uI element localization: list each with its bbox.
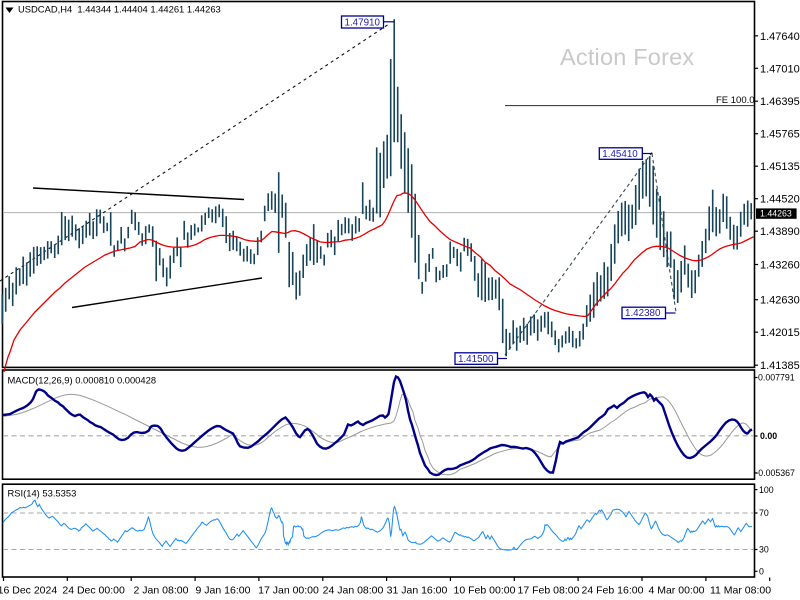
svg-text:0: 0 xyxy=(759,567,764,577)
svg-text:1.47010: 1.47010 xyxy=(760,63,800,75)
svg-text:9 Jan 16:00: 9 Jan 16:00 xyxy=(196,585,251,597)
svg-text:1.43260: 1.43260 xyxy=(760,260,800,272)
svg-text:RSI(14) 53.5353: RSI(14) 53.5353 xyxy=(8,487,77,498)
svg-text:17 Jan 00:00: 17 Jan 00:00 xyxy=(258,585,319,597)
svg-text:Action Forex: Action Forex xyxy=(560,44,694,70)
svg-text:1.42015: 1.42015 xyxy=(760,327,800,339)
svg-text:16 Dec 2024: 16 Dec 2024 xyxy=(0,585,57,597)
svg-text:1.45765: 1.45765 xyxy=(760,129,800,141)
svg-text:30: 30 xyxy=(759,545,769,555)
svg-text:1.44263: 1.44263 xyxy=(760,209,792,219)
svg-text:10 Feb 00:00: 10 Feb 00:00 xyxy=(454,585,516,597)
svg-text:1.47640: 1.47640 xyxy=(760,31,800,43)
svg-text:0.007791: 0.007791 xyxy=(758,373,795,383)
svg-text:70: 70 xyxy=(759,508,769,518)
svg-text:24 Feb 16:00: 24 Feb 16:00 xyxy=(582,585,644,597)
svg-text:31 Jan 16:00: 31 Jan 16:00 xyxy=(387,585,448,597)
svg-text:1.43890: 1.43890 xyxy=(760,226,800,238)
svg-text:1.41500: 1.41500 xyxy=(458,354,494,365)
svg-text:1.41385: 1.41385 xyxy=(760,360,800,372)
svg-text:USDCAD,H4 1.44344 1.44404 1.4: USDCAD,H4 1.44344 1.44404 1.44261 1.4426… xyxy=(18,4,221,15)
svg-text:1.42630: 1.42630 xyxy=(760,295,800,307)
svg-text:-0.005367: -0.005367 xyxy=(755,468,795,478)
svg-text:2 Jan 08:00: 2 Jan 08:00 xyxy=(134,585,189,597)
svg-text:24 Jan 08:00: 24 Jan 08:00 xyxy=(323,585,384,597)
svg-text:1.42380: 1.42380 xyxy=(625,308,661,319)
svg-text:1.46395: 1.46395 xyxy=(760,96,800,108)
svg-text:MACD(12,26,9) 0.000810 0.00042: MACD(12,26,9) 0.000810 0.000428 xyxy=(8,374,157,385)
svg-text:17 Feb 08:00: 17 Feb 08:00 xyxy=(518,585,580,597)
svg-text:FE 100.0: FE 100.0 xyxy=(716,95,755,106)
svg-text:11 Mar 08:00: 11 Mar 08:00 xyxy=(710,585,771,597)
svg-text:0.00: 0.00 xyxy=(760,431,777,441)
svg-text:1.47910: 1.47910 xyxy=(345,18,381,29)
svg-text:1.45135: 1.45135 xyxy=(760,161,800,173)
svg-text:100: 100 xyxy=(759,485,774,495)
svg-text:4 Mar 00:00: 4 Mar 00:00 xyxy=(648,585,704,597)
svg-text:1.44520: 1.44520 xyxy=(760,194,800,206)
svg-text:24 Dec 00:00: 24 Dec 00:00 xyxy=(62,585,125,597)
svg-text:1.45410: 1.45410 xyxy=(602,149,638,160)
